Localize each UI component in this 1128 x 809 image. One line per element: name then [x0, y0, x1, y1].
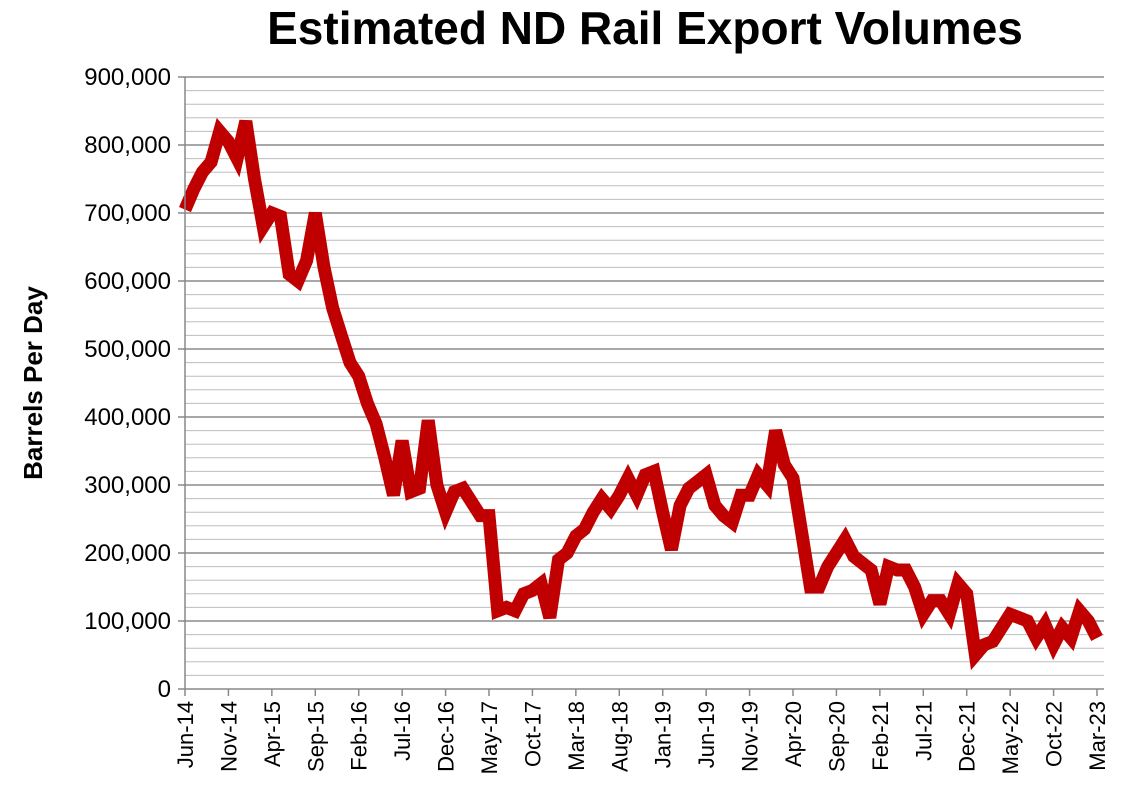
x-tick-label: Nov-19 — [738, 701, 763, 772]
y-axis-ticks: 0 100,000 200,000 300,000 400,000 500,000 600,… — [84, 64, 185, 703]
x-tick-label: Sep-15 — [303, 701, 328, 772]
x-tick-label: Jun-19 — [694, 701, 719, 768]
x-tick-label: Mar-23 — [1085, 701, 1110, 771]
x-tick-label: Jan-19 — [651, 701, 676, 768]
y-tick-label: 600,000 — [84, 268, 171, 295]
y-tick-label: 800,000 — [84, 132, 171, 159]
y-tick-label: 400,000 — [84, 404, 171, 431]
series-lines — [179, 117, 1103, 671]
x-tick-label: Nov-14 — [216, 701, 241, 772]
x-tick-label: Mar-18 — [564, 701, 589, 771]
x-tick-label: Jul-21 — [911, 701, 936, 761]
x-tick-label: Jun-14 — [173, 701, 198, 768]
y-tick-label: 700,000 — [84, 200, 171, 227]
x-tick-label: Sep-20 — [824, 701, 849, 772]
x-tick-label: Apr-20 — [781, 701, 806, 767]
x-tick-label: Aug-18 — [607, 701, 632, 772]
x-axis-ticks: Jun-14 Nov-14 Apr-15 Sep-15 Feb-16 Jul-16 Dec-… — [173, 689, 1110, 774]
chart-title: Estimated ND Rail Export Volumes — [267, 2, 1023, 54]
y-axis-label: Barrels Per Day — [18, 286, 48, 480]
y-tick-label: 100,000 — [84, 608, 171, 635]
x-tick-label: May-17 — [477, 701, 502, 774]
x-tick-label: Dec-21 — [955, 701, 980, 772]
x-tick-label: May-22 — [998, 701, 1023, 774]
series-line — [179, 117, 1103, 671]
x-tick-label: Apr-15 — [260, 701, 285, 767]
x-tick-label: Feb-16 — [347, 701, 372, 771]
y-tick-label: 200,000 — [84, 540, 171, 567]
x-tick-label: Dec-16 — [434, 701, 459, 772]
y-tick-label: 900,000 — [84, 64, 171, 91]
y-tick-label: 300,000 — [84, 472, 171, 499]
x-tick-label: Oct-17 — [520, 701, 545, 767]
y-tick-label: 500,000 — [84, 336, 171, 363]
x-tick-label: Jul-16 — [390, 701, 415, 761]
x-tick-label: Oct-22 — [1042, 701, 1067, 767]
y-tick-label: 0 — [158, 676, 171, 703]
x-tick-label: Feb-21 — [868, 701, 893, 771]
gridlines — [185, 76, 1104, 676]
